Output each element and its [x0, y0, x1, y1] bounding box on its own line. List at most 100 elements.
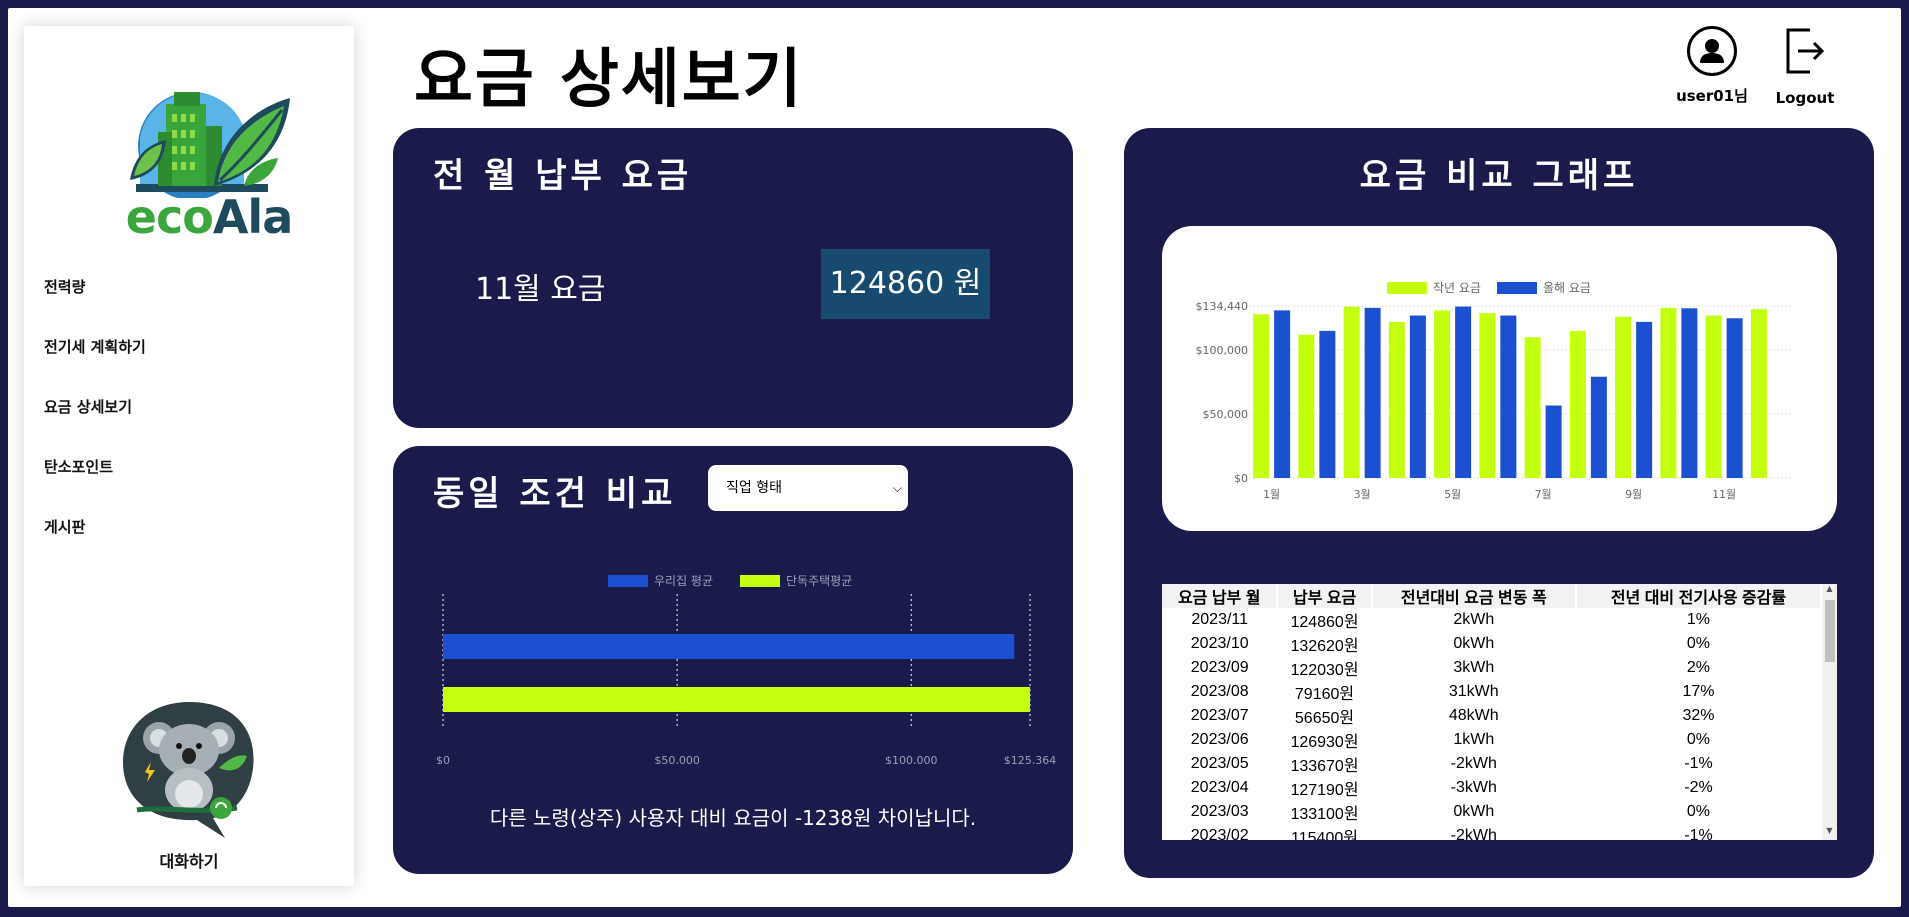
table-cell-month: 2023/06	[1190, 731, 1249, 748]
table-header-month: 요금 납부 월	[1162, 584, 1279, 608]
bar-last-year	[1343, 306, 1360, 478]
user-profile[interactable]: user01님	[1674, 26, 1750, 106]
chat-label[interactable]: 대화하기	[159, 852, 219, 871]
table-cell-fee-change: 0kWh	[1453, 635, 1495, 652]
table-cell-month: 2023/10	[1190, 635, 1249, 652]
x-tick-label: 1월	[1263, 488, 1280, 501]
bar-last-year	[1253, 314, 1270, 478]
table-row: 2023/05 133670원 -2kWh -1%	[1162, 752, 1821, 776]
koala-chat-icon	[123, 702, 254, 838]
condition-select-value: 직업 형태	[726, 480, 782, 496]
bar-last-year	[1615, 316, 1632, 478]
x-tick-label: $0	[436, 754, 450, 764]
table-cell-usage-rate: 1%	[1686, 611, 1711, 628]
x-tick-label: 7월	[1535, 488, 1552, 501]
sidebar-item-carbon-point[interactable]: 탄소포인트	[44, 458, 114, 476]
compare-summary-text: 다른 노령(상주) 사용자 대비 요금이 -1238원 차이납니다.	[489, 806, 977, 830]
same-condition-card: 동일 조건 비교 직업 형태 ⌵ 우리집 평균 단독주택평균 $0 $50,000 $1…	[393, 446, 1073, 874]
bar-last-year	[1750, 309, 1767, 478]
x-tick-label: $125,364	[1004, 754, 1057, 764]
table-cell-usage-rate: -1%	[1684, 755, 1713, 772]
bar-last-year	[1569, 330, 1586, 478]
table-cell-usage-rate: 17%	[1682, 683, 1715, 700]
table-cell-fee: 124860원	[1290, 614, 1359, 631]
table-cell-usage-rate: -2%	[1684, 779, 1713, 796]
table-cell-fee-change: -3kWh	[1450, 779, 1497, 796]
table-row: 2023/10 132620원 0kWh 0%	[1162, 632, 1821, 656]
legend-swatch	[740, 575, 780, 587]
bar-last-year	[1388, 321, 1405, 478]
fee-table-box: 요금 납부 월 납부 요금 전년대비 요금 변동 폭 전년 대비 전기사용 증감…	[1162, 584, 1837, 840]
ecoala-logo[interactable]: ecoAla	[114, 68, 304, 244]
table-cell-usage-rate: 0%	[1686, 635, 1711, 652]
fee-compare-bar-chart: 작년 요금 올해 요금 $0 $50,000 $100,000 $134,440 1월 3월 5…	[1196, 281, 1792, 501]
scroll-down-icon[interactable]: ▼	[1826, 826, 1833, 835]
bar-this-year	[1455, 306, 1472, 478]
bar-this-year	[1726, 318, 1743, 478]
logout-label: Logout	[1775, 89, 1835, 107]
sidebar-item-power[interactable]: 전력량	[44, 278, 86, 296]
table-cell-fee-change: -2kWh	[1450, 755, 1497, 772]
table-header-fee-change: 전년대비 요금 변동 폭	[1371, 584, 1577, 608]
table-cell-usage-rate: 0%	[1686, 731, 1711, 748]
table-cell-fee-change: 3kWh	[1453, 659, 1495, 676]
legend-swatch	[608, 575, 648, 587]
y-tick-label: $134,440	[1196, 300, 1249, 313]
table-cell-usage-rate: 0%	[1686, 803, 1711, 820]
legend-swatch	[1497, 282, 1537, 294]
table-row: 2023/09 122030원 3kWh 2%	[1162, 656, 1821, 680]
table-cell-fee: 133670원	[1290, 758, 1359, 775]
sidebar-item-board[interactable]: 게시판	[44, 518, 86, 536]
table-cell-fee-change: 2kWh	[1453, 611, 1495, 628]
sidebar-item-fee-detail[interactable]: 요금 상세보기	[44, 398, 133, 416]
table-cell-usage-rate: 32%	[1682, 707, 1715, 724]
table-cell-fee: 126930원	[1290, 734, 1359, 751]
x-tick-label: 11월	[1712, 488, 1736, 501]
table-cell-month: 2023/07	[1190, 707, 1249, 724]
table-cell-fee-change: 1kWh	[1453, 731, 1495, 748]
table-cell-month: 2023/02	[1190, 827, 1249, 840]
table-cell-month: 2023/11	[1191, 611, 1249, 628]
logout-button[interactable]: Logout	[1772, 26, 1838, 107]
table-cell-usage-rate: -1%	[1684, 827, 1713, 840]
scroll-up-icon[interactable]: ▲	[1826, 584, 1833, 593]
table-cell-fee: 79160원	[1294, 686, 1355, 703]
sidebar: ecoAla 전력량 전기세 계획하기 요금 상세보기 탄소포인트 게시판	[24, 26, 354, 886]
table-cell-fee-change: 31kWh	[1448, 683, 1499, 700]
x-tick-label: 9월	[1625, 488, 1642, 501]
bar-this-year	[1364, 307, 1381, 478]
same-condition-bar-chart: 우리집 평균 단독주택평균 $0 $50,000 $100,000 $125,364	[436, 574, 1057, 764]
bar-last-year	[1298, 334, 1315, 478]
chat-koala-button[interactable]	[119, 698, 259, 858]
chevron-down-icon: ⌵	[892, 481, 902, 495]
fee-table-header-row: 요금 납부 월 납부 요금 전년대비 요금 변동 폭 전년 대비 전기사용 증감…	[1162, 584, 1823, 608]
table-cell-fee-change: 48kWh	[1448, 707, 1499, 724]
condition-select[interactable]: 직업 형태 ⌵	[708, 465, 908, 511]
table-cell-fee: 127190원	[1290, 782, 1359, 799]
table-row: 2023/11 124860원 2kWh 1%	[1162, 608, 1821, 632]
sidebar-item-bill-plan[interactable]: 전기세 계획하기	[44, 338, 146, 356]
bar-last-year	[1705, 315, 1722, 478]
table-scrollbar[interactable]: ▲ ▼	[1822, 584, 1837, 840]
bar-this-year	[1545, 405, 1562, 478]
legend-label: 우리집 평균	[654, 574, 713, 588]
logout-icon	[1786, 28, 1825, 74]
logo-text-ala: Ala	[212, 190, 293, 244]
table-cell-usage-rate: 2%	[1686, 659, 1711, 676]
bar-this-year	[1636, 321, 1653, 478]
last-month-fee-card: 전 월 납부 요금 11월 요금 124860 원	[393, 128, 1073, 428]
legend-label: 단독주택평균	[786, 574, 852, 588]
scroll-thumb[interactable]	[1825, 600, 1835, 662]
bar-this-year	[1590, 376, 1607, 478]
table-cell-fee: 56650원	[1294, 710, 1355, 727]
bar-last-year	[1660, 307, 1677, 478]
fee-table: 요금 납부 월 납부 요금 전년대비 요금 변동 폭 전년 대비 전기사용 증감…	[1162, 584, 1823, 840]
table-cell-fee: 115400원	[1291, 830, 1358, 840]
table-cell-month: 2023/09	[1190, 659, 1249, 676]
legend-label: 작년 요금	[1433, 281, 1481, 295]
x-tick-label: $50,000	[654, 754, 700, 764]
bar-this-year	[1681, 308, 1698, 478]
bar-last-year	[1434, 310, 1451, 478]
logo-text: ecoAla	[114, 190, 304, 244]
same-condition-title: 동일 조건 비교	[433, 474, 677, 514]
